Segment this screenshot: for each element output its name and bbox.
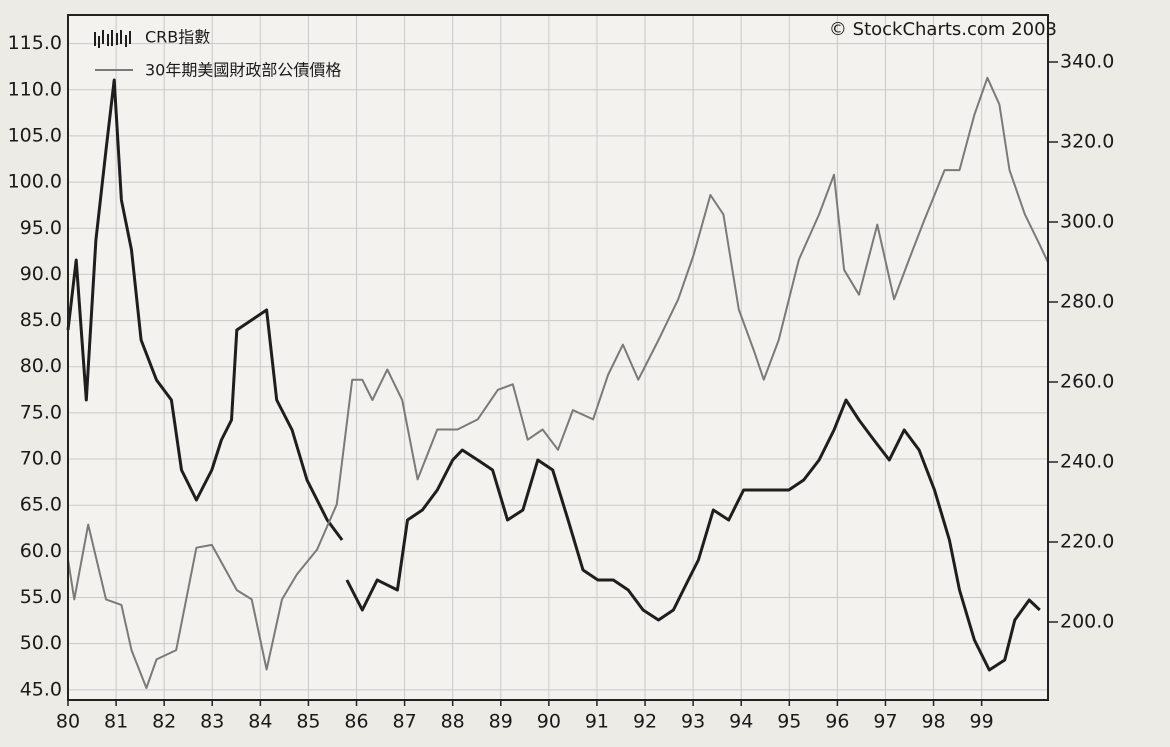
x-tick-label: 93 (681, 711, 705, 733)
y-tick-label: 115.0 (8, 32, 62, 54)
x-tick-label: 89 (489, 711, 513, 733)
y-tick-label: 80.0 (20, 355, 62, 377)
x-tick-label: 97 (873, 711, 897, 733)
y-tick-label: 110.0 (8, 78, 62, 100)
x-tick-label: 95 (777, 711, 801, 733)
y2-tick-label: 240.0 (1060, 451, 1114, 473)
plot-area (68, 15, 1048, 700)
x-tick-label: 94 (729, 711, 753, 733)
y-tick-label: 105.0 (8, 124, 62, 146)
y-tick-label: 60.0 (20, 540, 62, 562)
x-tick-label: 91 (585, 711, 609, 733)
x-tick-label: 82 (152, 711, 176, 733)
x-tick-label: 98 (921, 711, 945, 733)
y2-tick-label: 220.0 (1060, 531, 1114, 553)
series-lines (66, 76, 1049, 689)
x-tick-label: 81 (104, 711, 128, 733)
grid (67, 15, 1048, 700)
legend-icon-crb (94, 30, 131, 48)
x-tick-label: 99 (970, 711, 994, 733)
x-tick-label: 85 (296, 711, 320, 733)
y-tick-label: 100.0 (8, 171, 62, 193)
x-tick-label: 80 (56, 711, 80, 733)
legend: CRB指數 30年期美國財政部公債價格 (94, 28, 341, 80)
y-tick-label: 75.0 (20, 401, 62, 423)
legend-label: CRB指數 (145, 28, 210, 47)
x-tick-label: 87 (393, 711, 417, 733)
y2-tick-label: 300.0 (1060, 211, 1114, 233)
x-tick-label: 86 (344, 711, 368, 733)
series-line (67, 76, 1049, 689)
y-tick-label: 70.0 (20, 448, 62, 470)
x-tick-label: 83 (200, 711, 224, 733)
y-tick-label: 55.0 (20, 586, 62, 608)
y2-tick-label: 340.0 (1060, 51, 1114, 73)
y-tick-label: 85.0 (20, 309, 62, 331)
x-tick-label: 84 (248, 711, 272, 733)
x-tick-label: 92 (633, 711, 657, 733)
x-tick-label: 90 (537, 711, 561, 733)
y2-tick-label: 200.0 (1060, 611, 1114, 633)
y-tick-label: 90.0 (20, 263, 62, 285)
x-tick-label: 96 (825, 711, 849, 733)
y2-tick-label: 260.0 (1060, 371, 1114, 393)
x-tick-label: 88 (441, 711, 465, 733)
y-tick-label: 65.0 (20, 494, 62, 516)
y2-tick-label: 320.0 (1060, 131, 1114, 153)
y2-tick-label: 280.0 (1060, 291, 1114, 313)
y-tick-label: 50.0 (20, 632, 62, 654)
series-line (66, 78, 1041, 672)
copyright: © StockCharts.com 2003 (829, 19, 1057, 40)
y-tick-label: 95.0 (20, 217, 62, 239)
y-tick-label: 45.0 (20, 678, 62, 700)
legend-label: 30年期美國財政部公債價格 (145, 61, 341, 80)
plot-border (67, 14, 1049, 701)
